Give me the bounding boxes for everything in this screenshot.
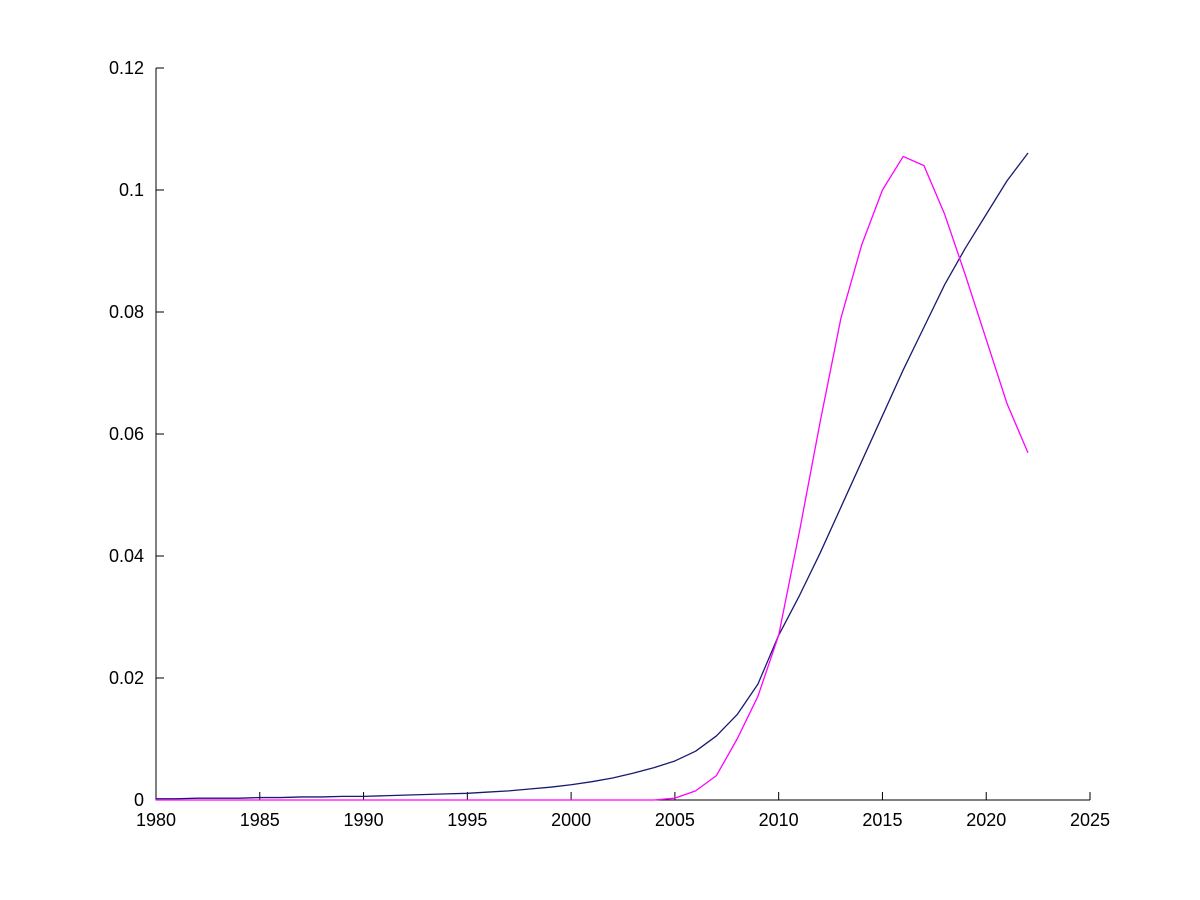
x-tick-label: 1995: [447, 810, 487, 830]
y-tick-label: 0.04: [109, 546, 144, 566]
series-line-peaked-magenta: [155, 155, 1029, 801]
x-tick-label: 2010: [759, 810, 799, 830]
x-tick-label: 1985: [240, 810, 280, 830]
y-tick-label: 0.08: [109, 302, 144, 322]
y-tick-label: 0.06: [109, 424, 144, 444]
series-line-smooth-sigmoid: [155, 152, 1029, 800]
y-tick-label: 0: [134, 790, 144, 810]
x-tick-label: 1990: [344, 810, 384, 830]
x-tick-label: 2015: [862, 810, 902, 830]
y-tick-label: 0.12: [109, 58, 144, 78]
x-tick-label: 2020: [966, 810, 1006, 830]
x-tick-label: 2025: [1070, 810, 1110, 830]
x-tick-label: 2005: [655, 810, 695, 830]
x-tick-label: 1980: [136, 810, 176, 830]
x-tick-label: 2000: [551, 810, 591, 830]
y-tick-label: 0.1: [119, 180, 144, 200]
y-tick-label: 0.02: [109, 668, 144, 688]
